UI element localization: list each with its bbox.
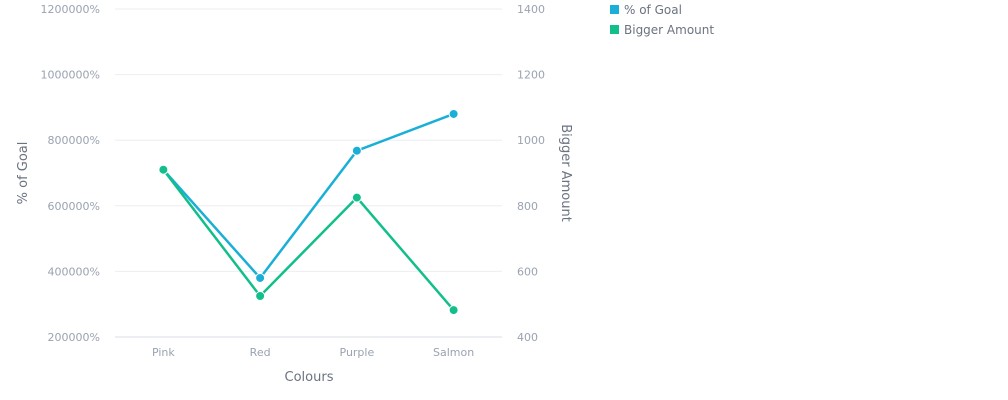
right-tick-label: 1000 <box>517 134 545 147</box>
x-tick-label: Pink <box>152 346 175 359</box>
left-tick-label: 600000% <box>48 200 100 213</box>
series-line-0 <box>162 112 455 280</box>
data-point <box>351 192 362 203</box>
left-tick-label: 200000% <box>48 331 100 344</box>
data-point <box>448 108 459 119</box>
right-axis-ticks: 400 600 800 1000 1200 1400 <box>517 3 545 344</box>
left-axis-ticks: 200000% 400000% 600000% 800000% 1000000% 1200… <box>41 3 100 344</box>
data-point <box>255 291 266 301</box>
x-tick-label: Red <box>250 346 271 359</box>
legend-label-bigger-amount: Bigger Amount <box>624 23 714 37</box>
right-tick-label: 400 <box>517 331 538 344</box>
x-axis-title: Colours <box>285 370 334 385</box>
x-tick-label: Salmon <box>433 346 474 359</box>
data-point <box>351 145 362 156</box>
series-group <box>158 108 459 316</box>
right-tick-label: 800 <box>517 200 538 213</box>
legend-swatch-goal <box>610 5 619 14</box>
data-point <box>448 305 459 316</box>
right-tick-label: 1200 <box>517 69 545 82</box>
left-tick-label: 400000% <box>48 265 100 278</box>
left-tick-label: 1200000% <box>41 3 100 16</box>
right-tick-label: 600 <box>517 265 538 278</box>
legend-swatch-bigger-amount <box>610 25 619 34</box>
right-axis-title: Bigger Amount <box>558 124 573 222</box>
gridlines <box>115 8 502 272</box>
legend: % of Goal Bigger Amount <box>610 3 714 37</box>
left-axis-title: % of Goal <box>16 142 31 205</box>
data-point <box>158 164 169 175</box>
legend-item-bigger-amount[interactable]: Bigger Amount <box>610 23 714 37</box>
left-tick-label: 800000% <box>48 134 100 147</box>
series-line-1 <box>162 168 455 312</box>
legend-label-goal: % of Goal <box>624 3 682 17</box>
x-axis-ticks: Pink Red Purple Salmon <box>152 346 474 359</box>
legend-item-goal[interactable]: % of Goal <box>610 3 682 17</box>
right-tick-label: 1400 <box>517 3 545 16</box>
data-point <box>255 272 266 283</box>
x-tick-label: Purple <box>340 346 375 359</box>
left-tick-label: 1000000% <box>41 69 100 82</box>
